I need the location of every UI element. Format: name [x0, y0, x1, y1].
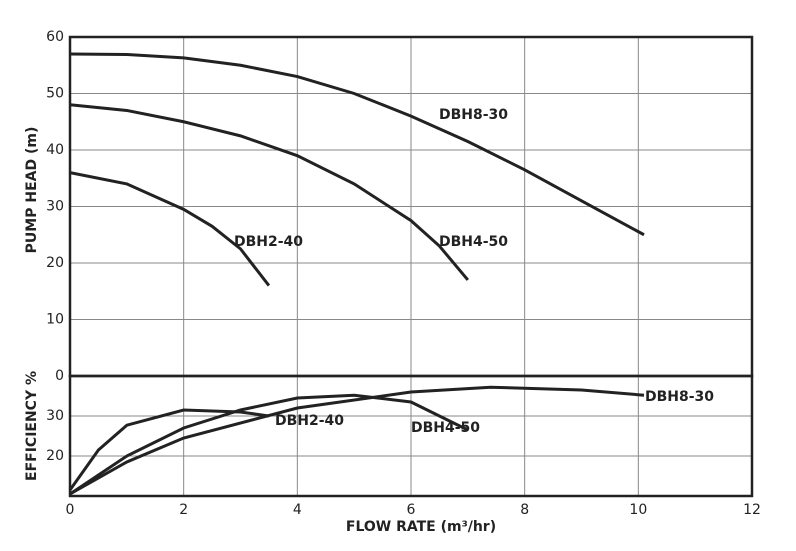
curve-label: DBH8-30	[645, 389, 714, 405]
curve-label: DBH2-40	[275, 413, 344, 429]
x-tick-label: 4	[293, 502, 302, 518]
curve	[69, 171, 271, 287]
x-tick-label: 8	[520, 502, 529, 518]
y-tick-label: 10	[46, 312, 64, 328]
plot-frame	[68, 374, 754, 498]
y-tick-label: 30	[46, 408, 64, 424]
curve-label: DBH8-30	[439, 107, 508, 123]
curve	[69, 52, 645, 237]
y-axis-label: PUMP HEAD (m)	[24, 127, 40, 254]
y-tick-label: 60	[46, 29, 64, 45]
x-tick-label: 2	[179, 502, 188, 518]
curve	[69, 393, 469, 496]
curve	[69, 103, 469, 281]
y-tick-label: 40	[46, 142, 64, 158]
x-tick-label: 10	[629, 502, 647, 518]
y-tick-label: 20	[46, 448, 64, 464]
y-tick-label: 50	[46, 86, 64, 102]
curve-label: DBH4-50	[411, 420, 480, 436]
x-tick-label: 0	[66, 502, 75, 518]
x-tick-label: 12	[743, 502, 761, 518]
x-tick-label: 6	[407, 502, 416, 518]
curve	[69, 385, 645, 496]
y-tick-label: 20	[46, 255, 64, 271]
y-tick-label: 30	[46, 199, 64, 215]
curve-label: DBH2-40	[234, 234, 303, 250]
y-tick-label: 0	[55, 368, 64, 384]
y-axis-label: EFFICIENCY %	[24, 371, 40, 481]
curve-label: DBH4-50	[439, 234, 508, 250]
x-axis-label: FLOW RATE (m³/hr)	[346, 519, 496, 535]
curve	[68, 408, 270, 491]
